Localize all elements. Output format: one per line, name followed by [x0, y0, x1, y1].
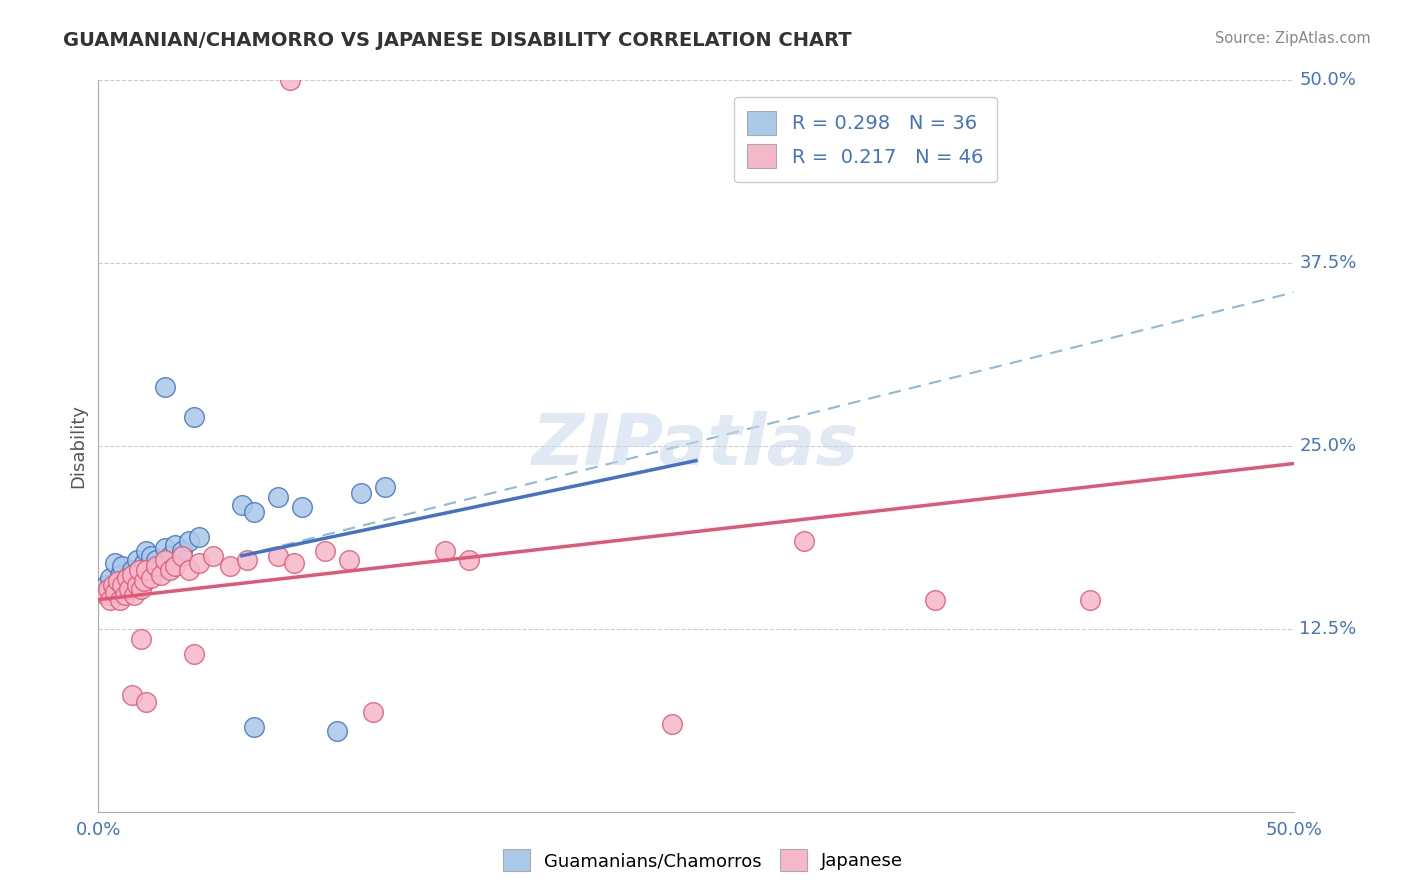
Point — [125, 553, 148, 567]
Point — [172, 549, 194, 563]
Point — [128, 563, 150, 577]
Point — [374, 480, 396, 494]
Point — [121, 563, 143, 577]
Point — [118, 582, 141, 597]
Point — [924, 592, 946, 607]
Point — [267, 549, 290, 563]
Point — [326, 724, 349, 739]
Y-axis label: Disability: Disability — [69, 404, 87, 488]
Point — [179, 563, 201, 577]
Point — [118, 582, 141, 597]
Point — [135, 695, 157, 709]
Point — [183, 409, 205, 424]
Point — [104, 556, 127, 570]
Point — [159, 563, 181, 577]
Point — [108, 567, 131, 582]
Point — [155, 553, 177, 567]
Point — [231, 498, 253, 512]
Point — [149, 558, 172, 573]
Legend: R = 0.298   N = 36, R =  0.217   N = 46: R = 0.298 N = 36, R = 0.217 N = 46 — [734, 97, 997, 182]
Point — [363, 705, 385, 719]
Text: 37.5%: 37.5% — [1299, 254, 1357, 272]
Point — [793, 534, 815, 549]
Point — [149, 567, 172, 582]
Text: 12.5%: 12.5% — [1299, 620, 1357, 638]
Point — [267, 490, 290, 504]
Point — [115, 571, 138, 585]
Point — [315, 544, 337, 558]
Point — [661, 717, 683, 731]
Point — [155, 541, 177, 556]
Point — [202, 549, 225, 563]
Point — [125, 578, 148, 592]
Point — [139, 549, 162, 563]
Point — [124, 588, 146, 602]
Point — [124, 574, 146, 588]
Point — [243, 505, 266, 519]
Point — [121, 688, 143, 702]
Point — [243, 720, 266, 734]
Point — [291, 500, 314, 515]
Point — [350, 485, 373, 500]
Point — [155, 380, 177, 394]
Point — [145, 553, 167, 567]
Point — [235, 553, 257, 567]
Text: Source: ZipAtlas.com: Source: ZipAtlas.com — [1215, 31, 1371, 46]
Point — [107, 574, 129, 588]
Point — [132, 574, 155, 588]
Point — [97, 582, 120, 597]
Point — [1080, 592, 1102, 607]
Text: ZIPatlas: ZIPatlas — [533, 411, 859, 481]
Point — [163, 558, 186, 573]
Point — [98, 592, 122, 607]
Point — [121, 567, 143, 582]
Point — [278, 73, 301, 87]
Point — [131, 582, 153, 597]
Text: 25.0%: 25.0% — [1299, 437, 1357, 455]
Point — [172, 544, 194, 558]
Point — [115, 571, 138, 585]
Point — [339, 553, 361, 567]
Point — [111, 578, 134, 592]
Point — [101, 578, 124, 592]
Point — [135, 563, 157, 577]
Point — [114, 588, 136, 602]
Point — [131, 574, 153, 588]
Point — [128, 563, 150, 577]
Point — [187, 556, 209, 570]
Point — [179, 534, 201, 549]
Point — [159, 549, 181, 563]
Point — [139, 571, 162, 585]
Point — [135, 544, 157, 558]
Point — [108, 592, 131, 607]
Point — [94, 578, 117, 592]
Point — [111, 558, 134, 573]
Point — [107, 578, 129, 592]
Point — [114, 578, 136, 592]
Point — [219, 558, 242, 573]
Point — [283, 556, 305, 570]
Point — [145, 558, 167, 573]
Point — [94, 588, 117, 602]
Point — [132, 556, 155, 570]
Point — [104, 585, 127, 599]
Legend: Guamanians/Chamorros, Japanese: Guamanians/Chamorros, Japanese — [495, 842, 911, 879]
Point — [458, 553, 481, 567]
Point — [101, 588, 124, 602]
Text: 50.0%: 50.0% — [1299, 71, 1357, 89]
Point — [187, 530, 209, 544]
Point — [183, 647, 205, 661]
Text: GUAMANIAN/CHAMORRO VS JAPANESE DISABILITY CORRELATION CHART: GUAMANIAN/CHAMORRO VS JAPANESE DISABILIT… — [63, 31, 852, 50]
Point — [163, 539, 186, 553]
Point — [434, 544, 457, 558]
Point — [131, 632, 153, 646]
Point — [98, 571, 122, 585]
